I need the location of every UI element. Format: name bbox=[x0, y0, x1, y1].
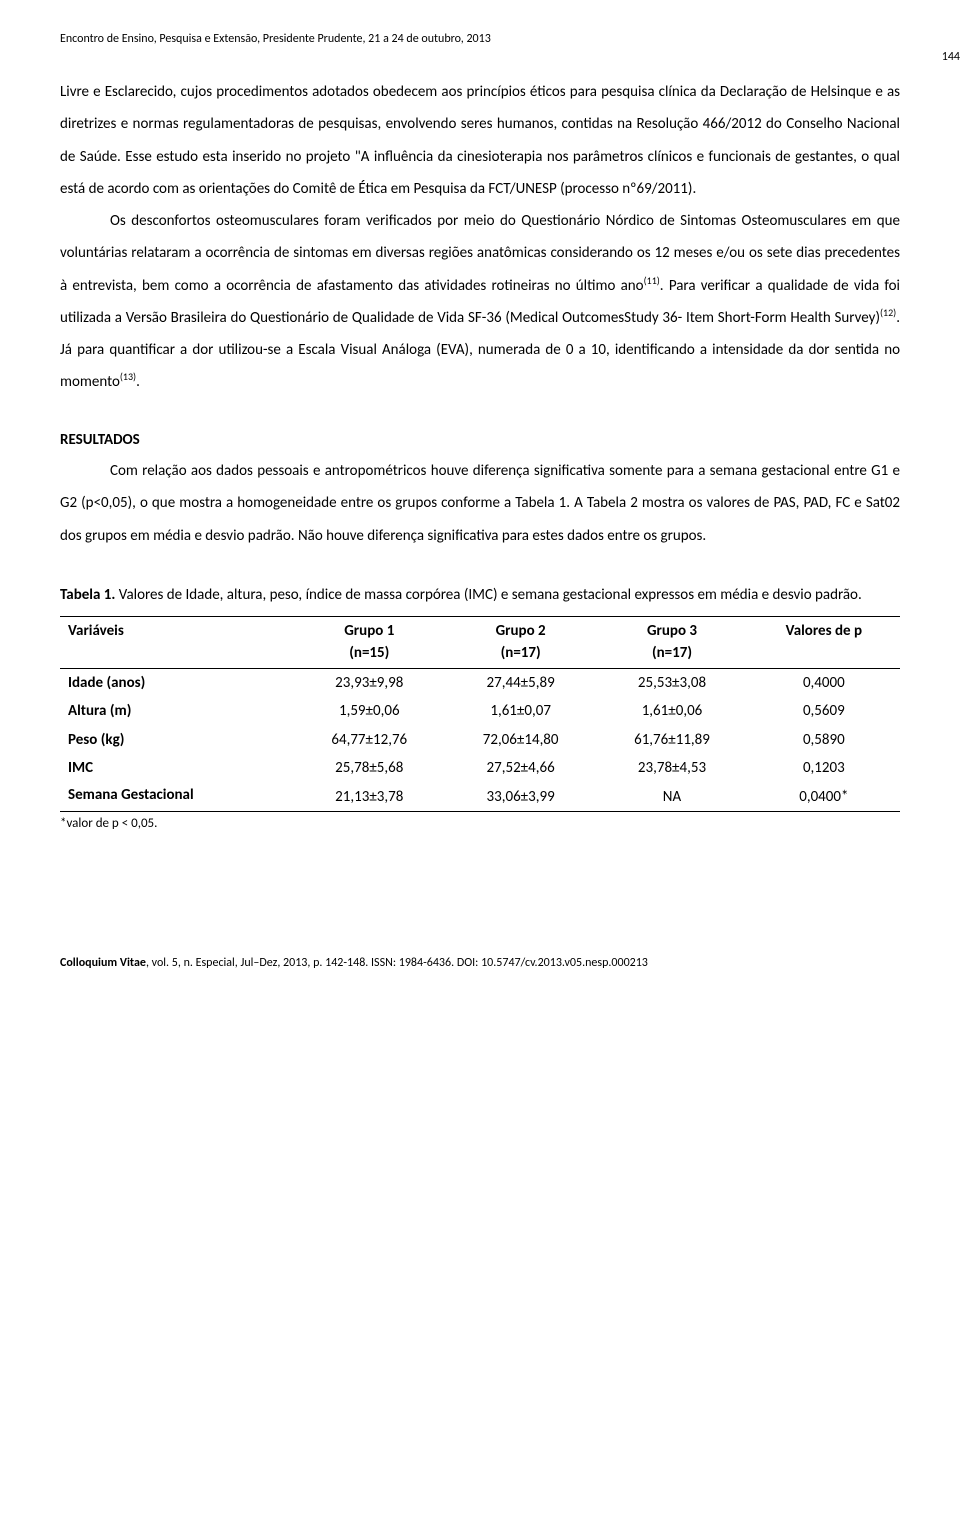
table-1: Variáveis Grupo 1 (n=15) Grupo 2 (n=17) … bbox=[60, 616, 900, 813]
table-header-grupo3: Grupo 3 (n=17) bbox=[596, 616, 747, 668]
table-header-grupo1: Grupo 1 (n=15) bbox=[294, 616, 445, 668]
footer-rest: , vol. 5, n. Especial, Jul–Dez, 2013, p.… bbox=[146, 956, 648, 970]
table-row: Altura (m) 1,59±0,06 1,61±0,07 1,61±0,06… bbox=[60, 697, 900, 726]
cell-g1: 23,93±9,98 bbox=[294, 668, 445, 697]
table-header-pvalue: Valores de p bbox=[748, 616, 900, 668]
cell-var: Semana Gestacional bbox=[60, 783, 294, 812]
conference-header: Encontro de Ensino, Pesquisa e Extensão,… bbox=[60, 30, 900, 48]
cell-g3: 25,53±3,08 bbox=[596, 668, 747, 697]
cell-var: Idade (anos) bbox=[60, 668, 294, 697]
table-header-grupo2: Grupo 2 (n=17) bbox=[445, 616, 596, 668]
cell-var: Altura (m) bbox=[60, 697, 294, 726]
superscript-13: (13) bbox=[120, 370, 136, 383]
table-header-variaveis: Variáveis bbox=[60, 616, 294, 668]
cell-p: 0,1203 bbox=[748, 754, 900, 783]
results-heading: RESULTADOS bbox=[60, 429, 900, 452]
cell-p: 0,5890 bbox=[748, 726, 900, 755]
table-row: Semana Gestacional 21,13±3,78 33,06±3,99… bbox=[60, 783, 900, 812]
cell-g2: 27,52±4,66 bbox=[445, 754, 596, 783]
table-row: Peso (kg) 64,77±12,76 72,06±14,80 61,76±… bbox=[60, 726, 900, 755]
cell-p: 0,0400* bbox=[748, 783, 900, 812]
cell-g2: 1,61±0,07 bbox=[445, 697, 596, 726]
table-row: Idade (anos) 23,93±9,98 27,44±5,89 25,53… bbox=[60, 668, 900, 697]
superscript-12: (12) bbox=[880, 306, 896, 319]
table1-caption-label: Tabela 1. bbox=[60, 586, 115, 604]
table1-caption: Tabela 1. Valores de Idade, altura, peso… bbox=[60, 580, 900, 610]
page-footer: Colloquium Vitae, vol. 5, n. Especial, J… bbox=[60, 954, 900, 972]
paragraph-1: Livre e Esclarecido, cujos procedimentos… bbox=[60, 76, 900, 205]
page-number: 144 bbox=[942, 48, 960, 66]
cell-p: 0,5609 bbox=[748, 697, 900, 726]
cell-g1: 25,78±5,68 bbox=[294, 754, 445, 783]
cell-var: Peso (kg) bbox=[60, 726, 294, 755]
cell-g3: 1,61±0,06 bbox=[596, 697, 747, 726]
table-header-row: Variáveis Grupo 1 (n=15) Grupo 2 (n=17) … bbox=[60, 616, 900, 668]
table1-footnote: *valor de p < 0,05. bbox=[60, 814, 900, 834]
para2-text-4: . bbox=[136, 373, 140, 391]
cell-var: IMC bbox=[60, 754, 294, 783]
cell-g3: 23,78±4,53 bbox=[596, 754, 747, 783]
footer-journal: Colloquium Vitae bbox=[60, 956, 146, 970]
results-paragraph: Com relação aos dados pessoais e antropo… bbox=[60, 455, 900, 552]
paragraph-2: Os desconfortos osteomusculares foram ve… bbox=[60, 205, 900, 399]
superscript-11: (11) bbox=[644, 274, 660, 287]
cell-g1: 64,77±12,76 bbox=[294, 726, 445, 755]
cell-g2: 33,06±3,99 bbox=[445, 783, 596, 812]
cell-g1: 21,13±3,78 bbox=[294, 783, 445, 812]
cell-g3: 61,76±11,89 bbox=[596, 726, 747, 755]
table-row: IMC 25,78±5,68 27,52±4,66 23,78±4,53 0,1… bbox=[60, 754, 900, 783]
cell-g1: 1,59±0,06 bbox=[294, 697, 445, 726]
table1-caption-text: Valores de Idade, altura, peso, índice d… bbox=[115, 586, 861, 604]
cell-p: 0,4000 bbox=[748, 668, 900, 697]
cell-g2: 27,44±5,89 bbox=[445, 668, 596, 697]
cell-g2: 72,06±14,80 bbox=[445, 726, 596, 755]
cell-g3: NA bbox=[596, 783, 747, 812]
